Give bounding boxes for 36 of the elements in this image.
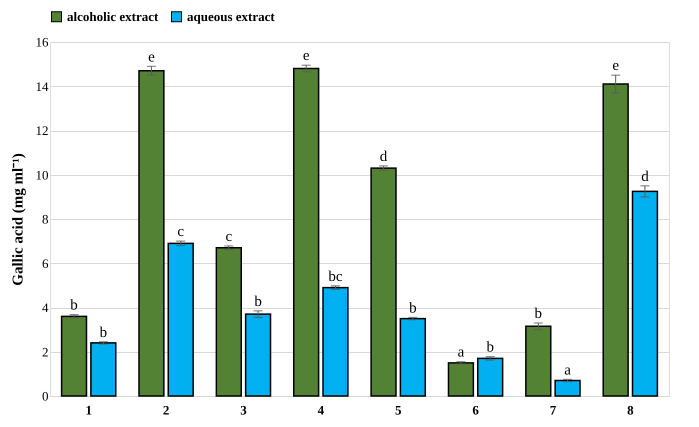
data-label: b — [486, 340, 494, 356]
data-label: c — [177, 224, 184, 240]
data-label: b — [70, 298, 78, 314]
data-label: c — [225, 228, 232, 245]
data-label: b — [100, 324, 108, 341]
x-tick-label: 4 — [318, 402, 325, 418]
y-tick-label: 4 — [42, 300, 49, 315]
y-tick-label: 14 — [36, 78, 49, 94]
data-label: bc — [328, 268, 343, 285]
data-label: b — [254, 294, 262, 310]
x-tick-label: 6 — [472, 402, 480, 418]
data-label: b — [409, 300, 417, 316]
y-tick-label: 12 — [36, 123, 48, 138]
y-tick-label: 16 — [36, 34, 49, 50]
data-label: a — [564, 362, 572, 378]
data-label: a — [458, 344, 465, 361]
y-tick-label: 6 — [42, 256, 49, 271]
legend-label: aqueous extract — [187, 8, 276, 24]
y-tick-label: 8 — [42, 212, 48, 226]
y-tick-label: 2 — [42, 344, 48, 360]
y-tick-label: 0 — [42, 388, 48, 404]
x-tick-label: 5 — [394, 402, 402, 418]
data-label: e — [612, 58, 620, 74]
legend-label: alcoholic extract — [67, 8, 159, 24]
data-label: e — [302, 48, 310, 64]
x-tick-label: 2 — [162, 402, 170, 418]
data-label: b — [534, 306, 542, 322]
x-tick-label: 1 — [85, 402, 92, 418]
y-tick-label: 10 — [36, 167, 48, 182]
y-axis-title: Gallic acid (mg ml⁻¹) — [10, 153, 26, 286]
x-tick-label: 3 — [240, 402, 248, 418]
data-label: e — [148, 49, 156, 66]
x-tick-label: 8 — [627, 402, 634, 418]
x-tick-label: 7 — [550, 402, 557, 418]
data-label: d — [641, 168, 650, 185]
data-label: d — [380, 148, 388, 165]
